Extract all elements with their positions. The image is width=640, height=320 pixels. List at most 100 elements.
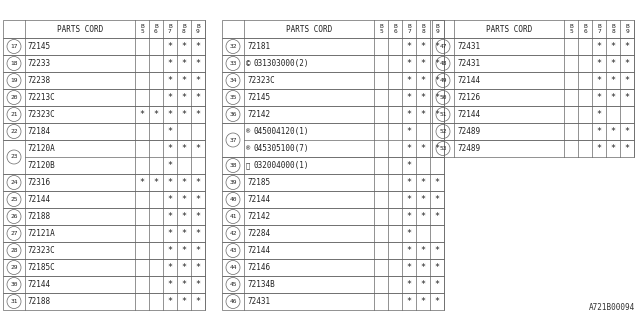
Text: *: * [625,42,630,51]
Text: *: * [435,42,440,51]
Text: 72144: 72144 [247,195,270,204]
Text: 72188: 72188 [28,297,51,306]
Text: 031303000(2): 031303000(2) [253,59,308,68]
Text: B: B [393,24,397,29]
Text: PARTS CORD: PARTS CORD [486,25,532,34]
Text: *: * [195,42,200,51]
Text: *: * [406,42,412,51]
Text: B: B [569,24,573,29]
Text: 72185: 72185 [247,178,270,187]
Text: 72181: 72181 [247,42,270,51]
Bar [222,242,444,259]
Text: 18: 18 [10,61,18,66]
Bar [3,20,205,38]
Text: 72213C: 72213C [28,93,56,102]
Text: *: * [625,59,630,68]
Text: 35: 35 [229,95,237,100]
Text: 44: 44 [229,265,237,270]
Bar [432,38,634,55]
Text: *: * [625,93,630,102]
Bar [432,123,634,140]
Text: B: B [435,24,439,29]
Text: *: * [168,178,173,187]
Text: *: * [182,229,186,238]
Text: *: * [182,297,186,306]
Bar [222,157,444,174]
Text: 21: 21 [10,112,18,117]
Text: *: * [195,297,200,306]
Text: 26: 26 [10,214,18,219]
Text: 72238: 72238 [28,76,51,85]
Text: *: * [195,212,200,221]
Bar [432,20,634,38]
Text: *: * [406,280,412,289]
Text: *: * [420,195,426,204]
Text: *: * [611,127,616,136]
Text: B: B [168,24,172,29]
Text: 7: 7 [168,29,172,34]
Text: *: * [406,144,412,153]
Text: *: * [406,93,412,102]
Text: *: * [168,246,173,255]
Text: *: * [420,110,426,119]
Text: *: * [168,280,173,289]
Text: 72121A: 72121A [28,229,56,238]
Text: *: * [195,93,200,102]
Text: *: * [611,59,616,68]
Text: 7: 7 [407,29,411,34]
Text: *: * [420,93,426,102]
Bar [222,20,444,38]
Text: 48: 48 [439,61,447,66]
Text: 72323C: 72323C [28,110,56,119]
Bar [3,38,205,55]
Text: 25: 25 [10,197,18,202]
Text: ®: ® [246,146,250,151]
Text: 72188: 72188 [28,212,51,221]
Bar [222,38,444,55]
Text: *: * [420,212,426,221]
Text: 72144: 72144 [457,110,480,119]
Text: *: * [435,246,440,255]
Text: 49: 49 [439,78,447,83]
Text: *: * [435,76,440,85]
Text: 27: 27 [10,231,18,236]
Text: 33: 33 [229,61,237,66]
Text: 19: 19 [10,78,18,83]
Text: *: * [154,178,159,187]
Text: 43: 43 [229,248,237,253]
Text: *: * [420,280,426,289]
Bar [3,140,205,174]
Bar [222,293,444,310]
Text: 6: 6 [393,29,397,34]
Text: 34: 34 [229,78,237,83]
Text: 72144: 72144 [247,246,270,255]
Text: ⒦: ⒦ [246,162,250,169]
Text: *: * [406,246,412,255]
Text: *: * [596,76,602,85]
Text: B: B [407,24,411,29]
Text: *: * [195,144,200,153]
Text: 72489: 72489 [457,127,480,136]
Text: *: * [435,297,440,306]
Text: 72120A: 72120A [28,144,56,153]
Text: 72120B: 72120B [28,161,56,170]
Text: *: * [182,280,186,289]
Text: *: * [420,178,426,187]
Text: 31: 31 [10,299,18,304]
Text: ®: ® [246,129,250,134]
Bar [3,242,205,259]
Text: 72134B: 72134B [247,280,275,289]
Bar [432,55,634,72]
Text: *: * [420,246,426,255]
Text: *: * [420,144,426,153]
Text: PARTS CORD: PARTS CORD [57,25,103,34]
Text: 72144: 72144 [457,76,480,85]
Text: *: * [140,178,145,187]
Text: *: * [182,263,186,272]
Text: *: * [406,59,412,68]
Text: 72316: 72316 [28,178,51,187]
Text: 51: 51 [439,112,447,117]
Text: 32: 32 [229,44,237,49]
Text: 28: 28 [10,248,18,253]
Text: 24: 24 [10,180,18,185]
